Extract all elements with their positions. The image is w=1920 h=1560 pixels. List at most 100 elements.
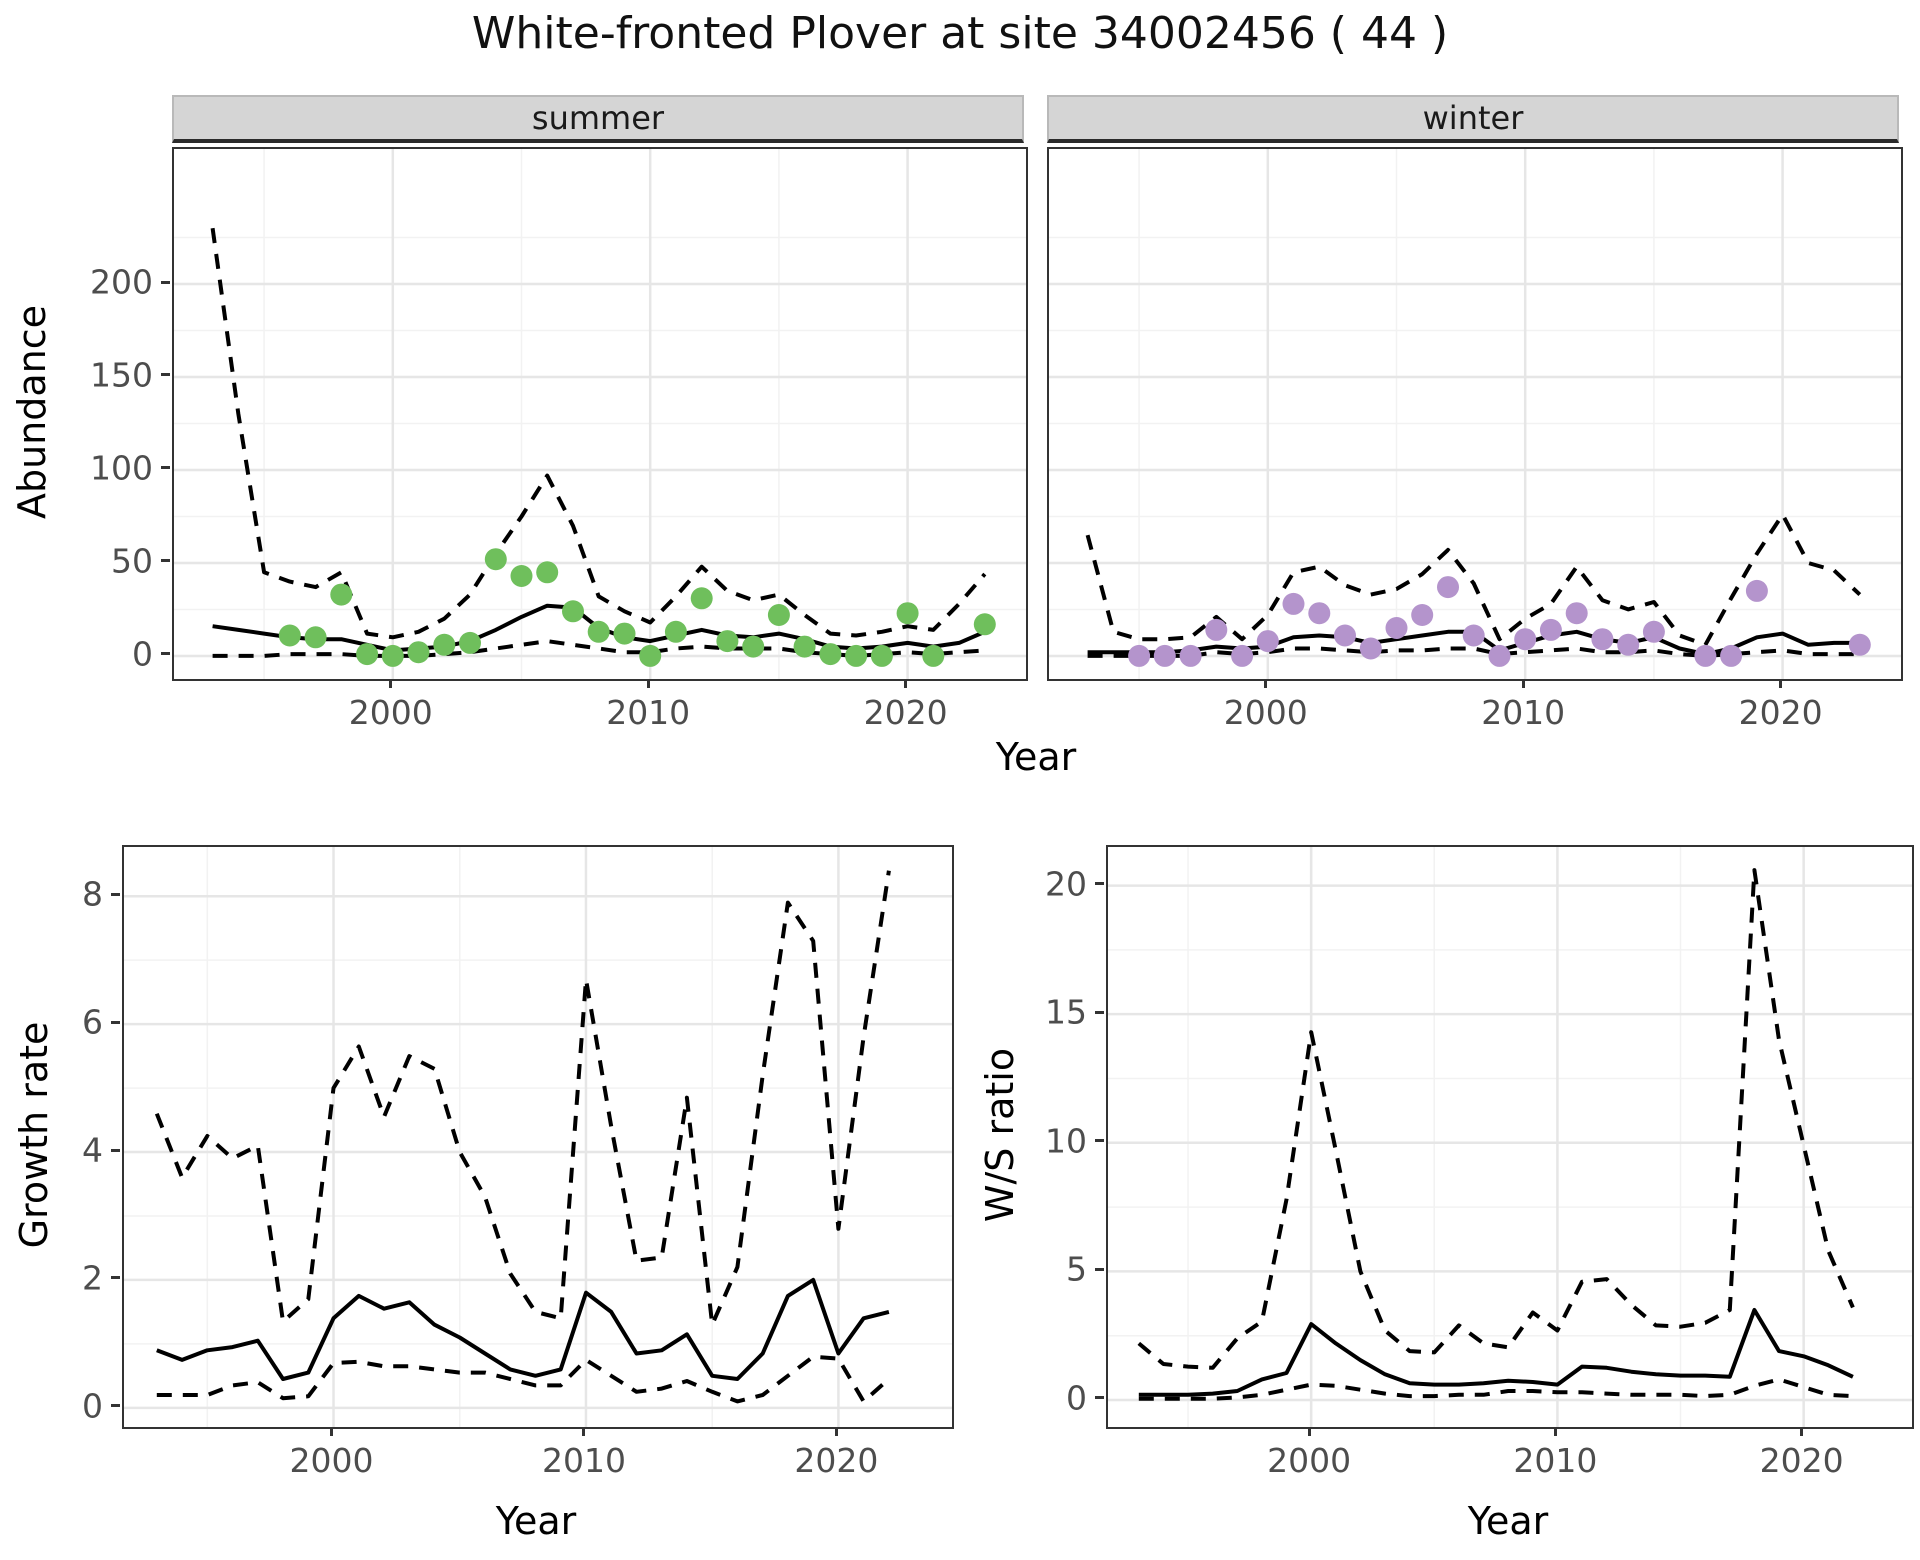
x-axis-title-year-growth: Year	[495, 1499, 577, 1543]
x-tick-label: 2020	[1759, 1441, 1844, 1480]
y-tick-mark	[161, 652, 170, 656]
series-fitted	[156, 1277, 890, 1381]
y-tick-label: 50	[111, 541, 153, 581]
data-point-observed_winter	[1488, 644, 1511, 667]
data-point-observed_summer	[870, 644, 893, 667]
x-tick-mark	[389, 679, 393, 688]
y-tick-label: 8	[82, 874, 103, 914]
x-tick-mark	[904, 679, 908, 688]
panel-abundance-winter	[1047, 147, 1903, 681]
data-point-observed_winter	[1359, 637, 1382, 660]
x-tick-mark	[1264, 679, 1268, 688]
data-point-observed_summer	[587, 620, 610, 643]
y-tick-mark	[161, 373, 170, 377]
x-tick-mark	[1521, 679, 1525, 688]
x-tick-label: 2010	[541, 1441, 626, 1480]
y-tick-mark	[111, 1148, 120, 1152]
data-point-observed_summer	[304, 626, 327, 649]
data-point-observed_summer	[742, 635, 765, 658]
data-point-observed_winter	[1385, 617, 1408, 639]
data-point-observed_winter	[1848, 633, 1871, 656]
data-point-observed_winter	[1231, 644, 1254, 667]
facet-strip-winter-label: winter	[1422, 99, 1524, 137]
x-tick-label: 2010	[1481, 693, 1566, 732]
data-point-observed_winter	[1128, 644, 1151, 667]
x-tick-mark	[646, 679, 650, 688]
series-upper_ci	[1137, 868, 1855, 1370]
data-point-observed_winter	[1514, 628, 1537, 651]
data-point-observed_summer	[356, 643, 379, 666]
series-fitted	[1138, 1308, 1854, 1397]
data-point-observed_summer	[278, 624, 301, 647]
x-tick-mark	[1779, 679, 1783, 688]
y-tick-mark	[111, 1404, 120, 1408]
data-point-observed_summer	[613, 622, 636, 645]
data-point-observed_winter	[1565, 602, 1588, 625]
x-tick-label: 2020	[863, 693, 948, 732]
data-point-observed_summer	[562, 600, 584, 623]
y-tick-label: 150	[90, 355, 153, 395]
data-point-observed_winter	[1282, 592, 1305, 615]
y-tick-mark	[1095, 1139, 1104, 1143]
data-point-observed_summer	[459, 631, 481, 654]
data-point-observed_winter	[1745, 579, 1768, 602]
data-point-observed_winter	[1437, 576, 1459, 599]
x-axis-title-year-ws: Year	[1467, 1499, 1549, 1543]
data-point-observed_summer	[819, 643, 842, 666]
chart-svg-abundance-winter	[1049, 149, 1901, 679]
data-point-observed_summer	[690, 587, 713, 610]
facet-strip-summer-label: summer	[531, 99, 665, 137]
x-tick-mark	[330, 1427, 334, 1436]
y-tick-label: 10	[1045, 1121, 1087, 1161]
y-tick-label: 15	[1045, 992, 1087, 1032]
y-tick-label: 6	[82, 1002, 103, 1042]
y-tick-label: 100	[90, 448, 153, 488]
data-point-observed_summer	[845, 644, 868, 667]
y-tick-mark	[161, 280, 170, 284]
y-tick-label: 4	[82, 1130, 103, 1170]
data-point-observed_summer	[433, 633, 456, 656]
series-upper_ci	[1085, 512, 1862, 647]
data-point-observed_summer	[407, 641, 430, 664]
y-tick-label: 5	[1066, 1249, 1087, 1289]
x-tick-label: 2000	[1267, 1441, 1352, 1480]
data-point-observed_summer	[639, 644, 662, 667]
y-tick-label: 20	[1045, 864, 1087, 904]
facet-strip-summer: summer	[172, 95, 1024, 143]
data-point-observed_winter	[1462, 624, 1485, 647]
x-tick-mark	[582, 1427, 586, 1436]
data-point-observed_winter	[1411, 604, 1434, 626]
y-tick-mark	[111, 892, 120, 896]
x-tick-mark	[1553, 1427, 1557, 1436]
data-point-observed_winter	[1179, 644, 1202, 667]
data-point-observed_summer	[536, 561, 559, 584]
x-tick-label: 2010	[606, 693, 691, 732]
x-tick-label: 2000	[289, 1441, 374, 1480]
data-point-observed_summer	[330, 583, 353, 606]
data-point-observed_winter	[1642, 620, 1665, 643]
facet-strip-winter: winter	[1047, 95, 1899, 143]
x-tick-label: 2020	[794, 1441, 879, 1480]
data-point-observed_summer	[664, 620, 687, 643]
chart-svg-abundance-summer	[174, 149, 1026, 679]
y-tick-mark	[111, 1276, 120, 1280]
panel-growth-rate	[122, 845, 954, 1429]
panel-abundance-summer	[172, 147, 1028, 681]
data-point-observed_summer	[381, 644, 404, 667]
y-tick-label: 2	[82, 1258, 103, 1298]
y-tick-mark	[111, 1020, 120, 1024]
y-tick-label: 200	[90, 262, 153, 302]
series-lower_ci	[156, 1354, 891, 1404]
data-point-observed_summer	[767, 604, 790, 626]
data-point-observed_summer	[922, 644, 945, 667]
data-point-observed_summer	[716, 630, 739, 653]
y-tick-label: 0	[82, 1386, 103, 1426]
data-point-observed_winter	[1617, 633, 1640, 656]
y-tick-label: 0	[132, 634, 153, 674]
y-tick-mark	[161, 559, 170, 563]
data-point-observed_winter	[1205, 618, 1228, 641]
x-axis-title-year-top: Year	[995, 735, 1077, 779]
y-tick-mark	[1095, 1010, 1104, 1014]
data-point-observed_summer	[484, 548, 507, 571]
x-tick-label: 2010	[1513, 1441, 1598, 1480]
